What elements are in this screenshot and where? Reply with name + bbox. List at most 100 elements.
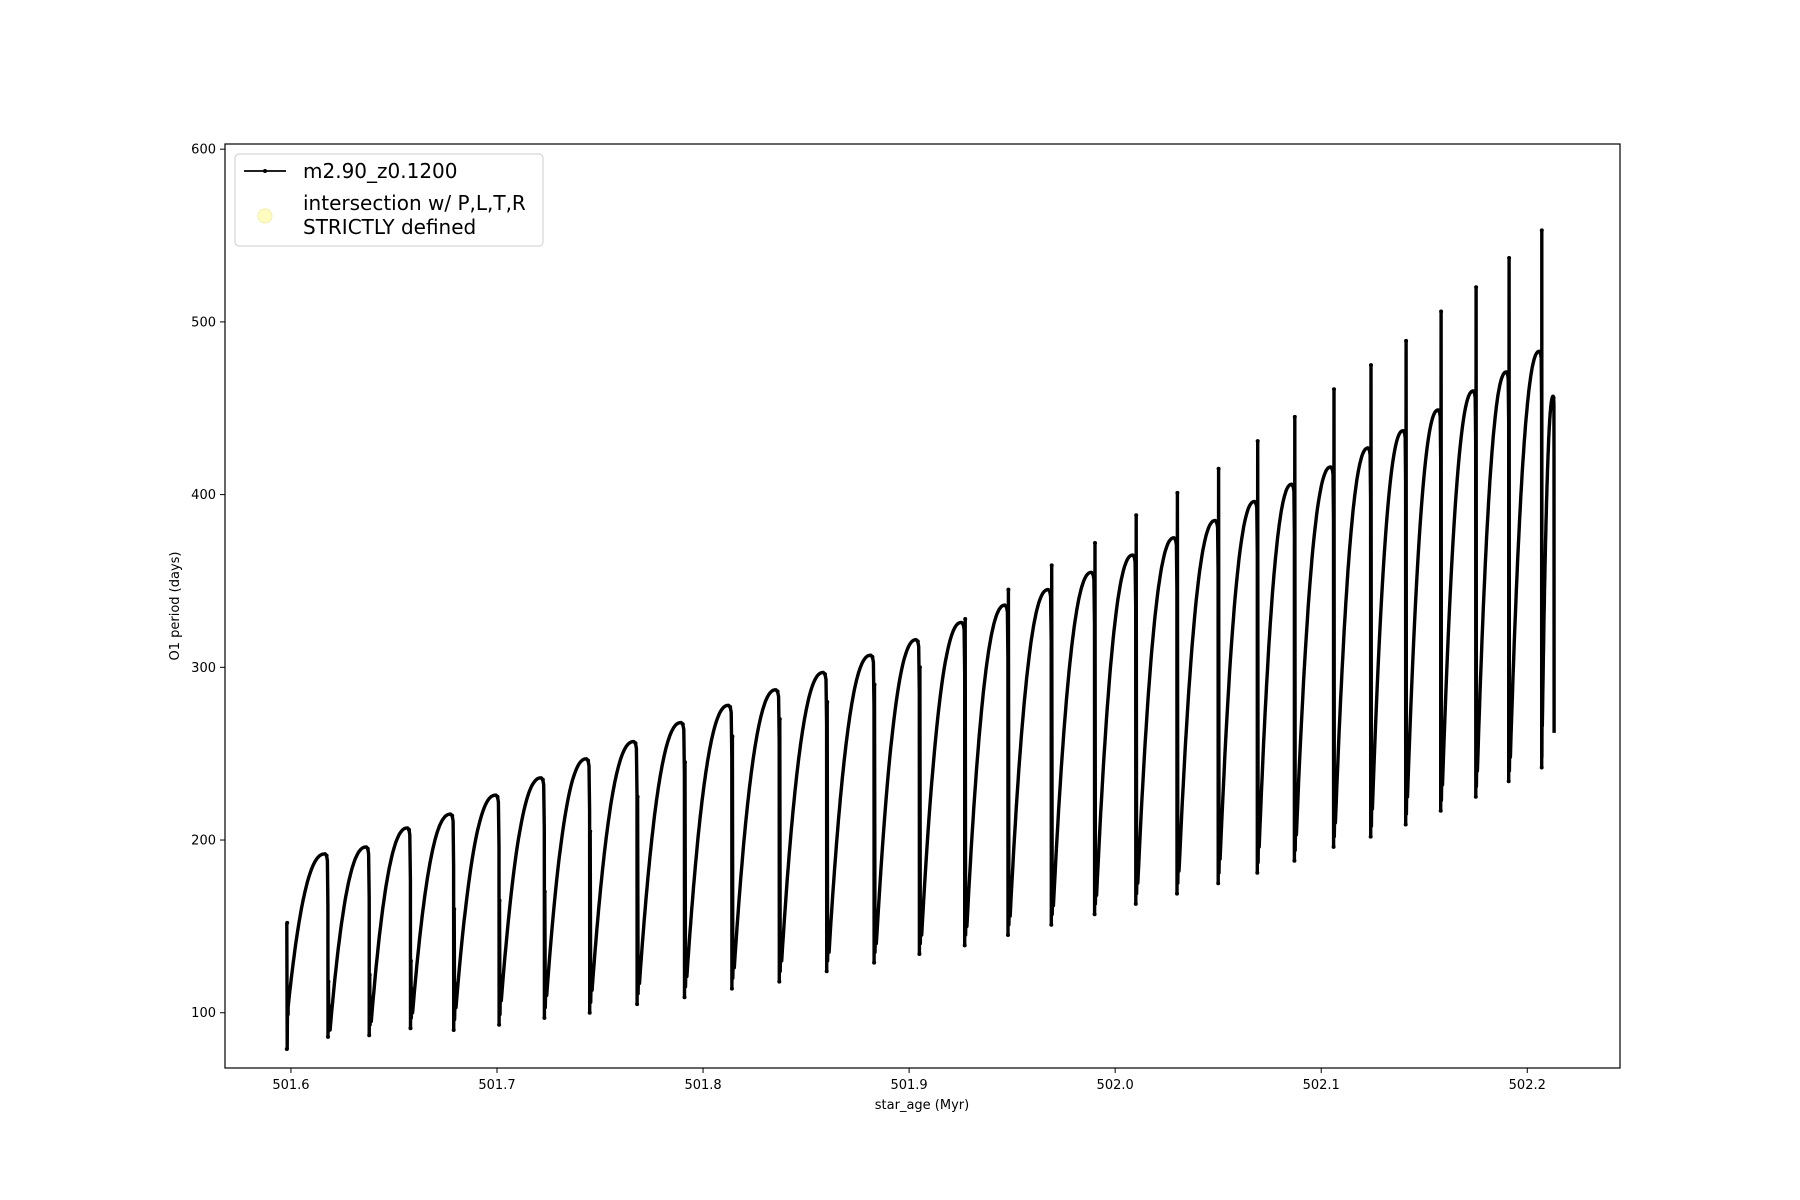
cycle-min-point (1368, 834, 1373, 839)
cycle-min-point (917, 952, 922, 956)
cycle-min-point (408, 1026, 413, 1031)
cycle-min-point (1539, 765, 1544, 770)
cycle-peak-point (1291, 484, 1296, 488)
cycle-min-point (1292, 858, 1297, 863)
legend-box (234, 153, 544, 247)
cycle-min-point (1049, 922, 1054, 927)
cycle-peak-point (728, 705, 733, 709)
cycle-min-point (682, 995, 687, 1000)
cycle-spike-point (1439, 309, 1444, 314)
x-tick-label: 501.9 (890, 1078, 927, 1093)
cycle-peak-point (775, 689, 780, 694)
cycle-spike-point (730, 734, 735, 739)
cycle-peak-point (680, 722, 685, 727)
cycle-min-point (451, 1028, 456, 1032)
cycle-peak-point (1132, 554, 1137, 559)
cycle-spike-point (452, 907, 457, 912)
cycle-min-point (824, 969, 829, 974)
cycle-spike-point (1404, 338, 1409, 343)
cycle-peak-point (1004, 604, 1009, 609)
cycle-peak-point (961, 622, 966, 627)
y-tick-label: 500 (191, 315, 216, 330)
cycle-min-point (1175, 891, 1179, 896)
x-axis-label: star_age (Myr) (875, 1098, 969, 1113)
cycle-spike-point (1255, 439, 1260, 444)
cycle-peak-point (633, 741, 638, 746)
x-tick-label: 501.7 (478, 1078, 515, 1093)
cycle-spike-point (777, 717, 782, 722)
cycle-spike-point (825, 699, 830, 704)
cycle-spike-point (1292, 414, 1297, 419)
cycle-peak-point (1505, 371, 1510, 376)
x-tick-label: 502.1 (1303, 1078, 1340, 1093)
cycle-peak-point (1214, 520, 1219, 525)
cycle-peak-point (586, 758, 591, 763)
cycle-min-point (1216, 881, 1221, 886)
cycle-spike-point (683, 760, 687, 765)
series-line (285, 228, 1556, 1051)
cycle-min-point (367, 1033, 372, 1038)
cycle-peak-point (1254, 501, 1258, 506)
cycle-peak-point (324, 853, 329, 858)
cycle-spike-point (1507, 256, 1512, 260)
y-tick-label: 300 (191, 661, 216, 676)
cycle-min-point (497, 1022, 502, 1027)
cycle-spike-point (635, 794, 640, 799)
cycle-min-point (284, 1047, 289, 1051)
x-tick-label: 502.2 (1509, 1078, 1546, 1093)
cycle-spike-point (1474, 285, 1479, 290)
cycle-spike-point (1049, 563, 1054, 568)
cycle-min-point (635, 1002, 640, 1007)
cycle-peak-point (1437, 409, 1442, 414)
cycle-min-point (962, 943, 967, 948)
cycle-spike-point (408, 958, 413, 963)
cycle-spike-point (588, 829, 593, 834)
cycle-min-point (1473, 794, 1478, 799)
cycle-peak-point (1538, 351, 1543, 355)
cycle-spike-point (542, 889, 547, 894)
cycle-peak-point (1047, 589, 1052, 594)
cycle-spike-point (1175, 490, 1180, 495)
legend-entry-intersection-line2: STRICTLY defined (303, 215, 476, 239)
cycle-peak-point (1367, 447, 1372, 452)
plot-frame (224, 143, 1621, 1069)
x-tick-label: 501.6 (272, 1078, 309, 1093)
cycle-spike-point (497, 898, 502, 903)
cycle-peak-point (1173, 537, 1178, 542)
plot-marks (284, 228, 1556, 1051)
x-axis: 501.6 501.7 501.8 501.9 502.0 502.1 502.2 (272, 1068, 1546, 1093)
cycle-min-point (1133, 901, 1138, 906)
cycle-spike-point (1539, 228, 1544, 233)
cycle-peak-point (495, 794, 500, 799)
x-tick-label: 502.0 (1097, 1078, 1134, 1093)
cycle-spike-point (1006, 587, 1011, 592)
cycle-min-point (729, 986, 734, 991)
cycle-min-point (542, 1015, 547, 1020)
cycle-spike-point (367, 972, 372, 977)
legend-line-marker (263, 169, 267, 173)
cycle-spike-point (917, 665, 922, 670)
cycle-peak-point (450, 813, 455, 818)
cycle-spike-point (1093, 541, 1097, 545)
cycle-min-point (872, 960, 877, 965)
cycle-spike-point (1369, 363, 1373, 368)
cycle-min-point (1331, 844, 1336, 849)
x-tick-label: 501.8 (684, 1078, 721, 1093)
legend: m2.90_z0.1200 intersection w/ P,L,T,R ST… (234, 153, 544, 247)
cycle-peak-point (1402, 430, 1407, 435)
legend-entry-series: m2.90_z0.1200 (303, 159, 458, 183)
cycle-peak-point (1091, 572, 1095, 576)
cycle-spike-point (872, 682, 877, 687)
cycle-peak-point (407, 827, 411, 832)
y-tick-label: 400 (191, 488, 216, 503)
cycle-min-point (1506, 779, 1511, 784)
y-tick-label: 200 (191, 834, 216, 849)
cycle-peak-point (823, 672, 827, 677)
cycle-min-point (777, 979, 782, 984)
cycle-peak-point (1472, 390, 1477, 395)
cycle-min-point (1438, 808, 1443, 813)
cycle-min-point (587, 1010, 592, 1015)
cycle-peak-point (870, 654, 875, 659)
cycle-peak-point (365, 846, 370, 851)
